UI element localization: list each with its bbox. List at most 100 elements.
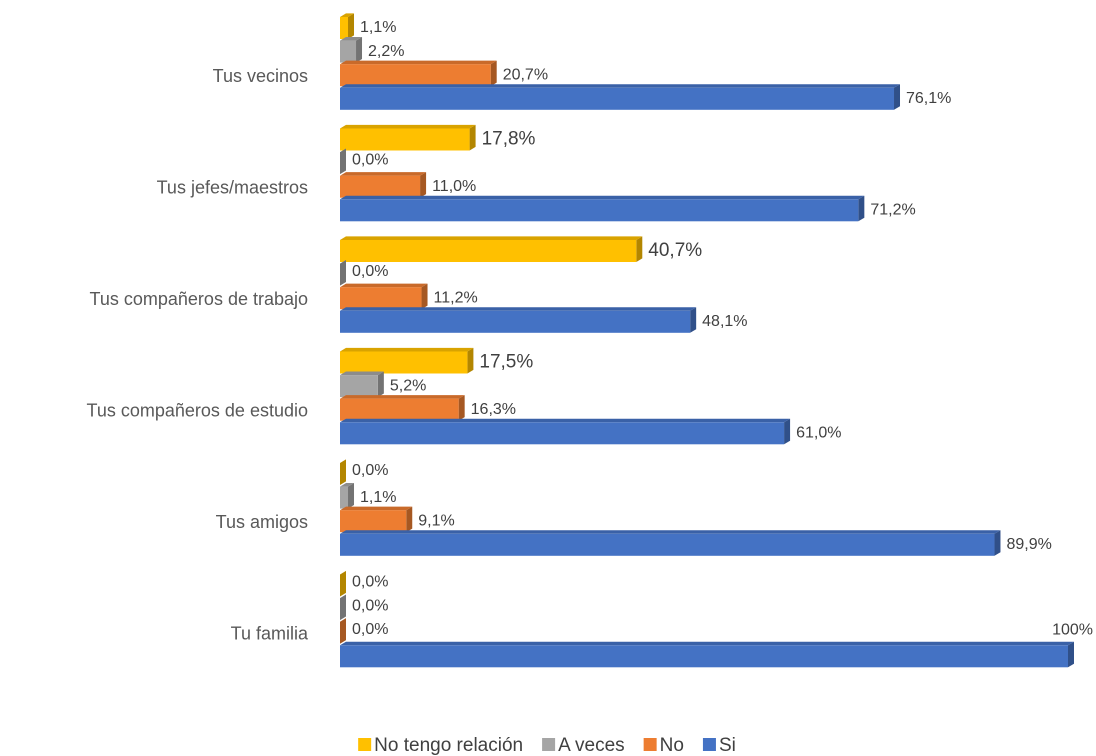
bar-depth bbox=[636, 236, 643, 262]
legend-label: Si bbox=[719, 735, 736, 756]
value-label: 1,1% bbox=[360, 19, 396, 36]
bar-top bbox=[340, 347, 474, 352]
bar-top bbox=[340, 506, 413, 511]
bar bbox=[340, 240, 637, 262]
value-label: 40,7% bbox=[648, 240, 702, 261]
category-label: Tus vecinos bbox=[213, 66, 308, 86]
value-label: 17,8% bbox=[482, 129, 536, 150]
bar-depth bbox=[340, 459, 346, 485]
category-label: Tus amigos bbox=[216, 512, 308, 532]
bar-top bbox=[340, 641, 1074, 646]
bar-depth bbox=[458, 395, 465, 421]
bar bbox=[340, 533, 995, 556]
bar-depth bbox=[340, 260, 346, 286]
bar-depth bbox=[858, 195, 865, 222]
bar bbox=[340, 645, 1068, 668]
value-label: 2,2% bbox=[368, 43, 404, 60]
value-label: 71,2% bbox=[870, 202, 915, 219]
bar-top bbox=[340, 307, 697, 311]
bar-top bbox=[340, 13, 355, 17]
bar-depth bbox=[348, 13, 355, 39]
legend-swatch bbox=[358, 738, 372, 751]
bar-depth bbox=[340, 618, 346, 644]
bar-depth bbox=[420, 172, 427, 198]
bar-depth bbox=[340, 570, 346, 597]
bar-depth bbox=[356, 37, 363, 63]
bar-top bbox=[340, 418, 791, 423]
value-label: 0,0% bbox=[352, 263, 388, 280]
bar-top bbox=[340, 395, 465, 399]
value-label: 17,5% bbox=[479, 352, 533, 373]
bar-depth bbox=[406, 506, 413, 533]
value-label: 48,1% bbox=[702, 313, 747, 330]
bar-top bbox=[340, 84, 901, 88]
bar-depth bbox=[340, 594, 346, 621]
value-label: 16,3% bbox=[471, 401, 516, 418]
bar-depth bbox=[467, 347, 474, 374]
bar bbox=[340, 175, 421, 198]
value-label: 76,1% bbox=[906, 90, 951, 107]
bar-top bbox=[340, 371, 384, 376]
value-label: 9,1% bbox=[418, 512, 454, 529]
bar-top bbox=[340, 483, 355, 487]
bar-depth bbox=[994, 530, 1001, 556]
value-label: 20,7% bbox=[503, 66, 548, 83]
bar-top bbox=[340, 37, 363, 41]
bar-depth bbox=[377, 371, 384, 398]
category-label: Tu familia bbox=[231, 623, 309, 643]
bar bbox=[340, 17, 349, 39]
bar-top bbox=[340, 236, 643, 240]
bar-top bbox=[340, 60, 497, 65]
bar-depth bbox=[421, 283, 428, 310]
bar bbox=[340, 351, 468, 374]
bar-depth bbox=[690, 307, 697, 333]
legend-label: A veces bbox=[558, 735, 625, 756]
legend-swatch bbox=[702, 738, 716, 751]
bar-depth bbox=[340, 148, 346, 175]
legend: No tengo relación A veces No Si bbox=[358, 735, 736, 756]
bar bbox=[340, 128, 470, 151]
bar-depth bbox=[490, 60, 497, 87]
category-label: Tus compañeros de trabajo bbox=[90, 289, 308, 309]
bar bbox=[340, 486, 349, 509]
bar-depth bbox=[469, 124, 476, 151]
bar bbox=[340, 375, 378, 398]
bar-depth bbox=[784, 418, 791, 445]
category-label: Tus jefes/maestros bbox=[157, 177, 308, 197]
value-label: 11,0% bbox=[432, 178, 476, 195]
value-label: 0,0% bbox=[352, 462, 388, 479]
category-label: Tus compañeros de estudio bbox=[87, 400, 308, 420]
bar-depth bbox=[1068, 641, 1074, 668]
value-label: 89,9% bbox=[1006, 536, 1051, 553]
value-label: 0,0% bbox=[352, 597, 388, 614]
value-label: 100% bbox=[1052, 622, 1093, 639]
bar bbox=[340, 510, 407, 533]
value-label: 61,0% bbox=[796, 425, 841, 442]
bar bbox=[340, 40, 357, 63]
bar bbox=[340, 422, 785, 445]
value-label: 0,0% bbox=[352, 151, 388, 168]
value-label: 11,2% bbox=[434, 289, 478, 306]
value-label: 0,0% bbox=[352, 621, 388, 638]
bar bbox=[340, 87, 895, 110]
value-label: 1,1% bbox=[360, 489, 396, 506]
bar bbox=[340, 398, 459, 421]
legend-label: No tengo relación bbox=[374, 735, 523, 756]
bar-top bbox=[340, 124, 476, 129]
bar bbox=[340, 199, 859, 222]
value-label: 5,2% bbox=[390, 377, 426, 394]
legend-swatch bbox=[542, 738, 556, 751]
value-label: 0,0% bbox=[352, 574, 388, 591]
bar-top bbox=[340, 195, 865, 200]
bar bbox=[340, 287, 422, 310]
bar bbox=[340, 64, 491, 87]
legend-label: No bbox=[660, 735, 684, 756]
legend-swatch bbox=[643, 738, 657, 751]
bar-depth bbox=[894, 84, 901, 110]
bar-top bbox=[340, 283, 428, 288]
bar-top bbox=[340, 172, 427, 176]
bar-depth bbox=[348, 483, 355, 509]
bar-top bbox=[340, 530, 1001, 534]
bar bbox=[340, 310, 691, 333]
